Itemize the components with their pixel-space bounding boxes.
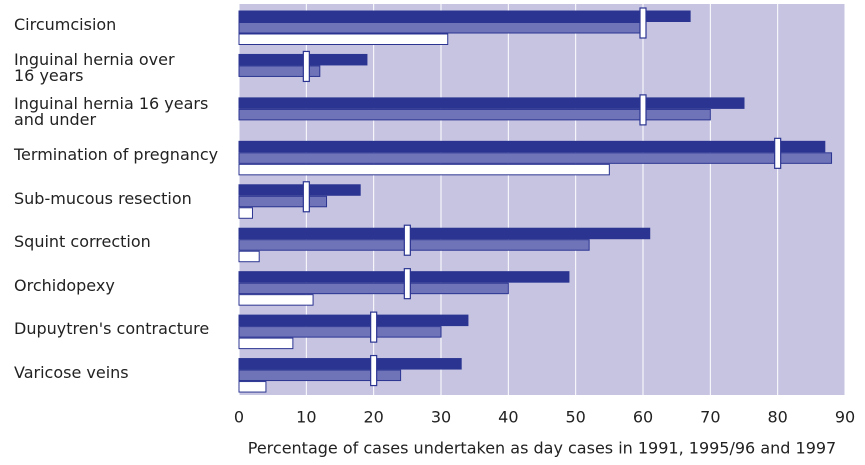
target-marker — [302, 50, 310, 83]
bar — [238, 294, 314, 306]
x-tick-label: 20 — [363, 408, 383, 427]
x-tick-label: 80 — [767, 408, 787, 427]
category-label: Circumcision — [14, 15, 117, 34]
bar — [238, 250, 260, 263]
x-tick-label: 60 — [633, 408, 653, 427]
bar — [238, 207, 253, 219]
bar — [238, 163, 610, 176]
bar — [238, 22, 644, 34]
x-tick-label: 30 — [431, 408, 451, 427]
target-marker — [774, 137, 782, 169]
target-marker — [639, 94, 647, 126]
bar — [238, 326, 442, 338]
bar — [238, 369, 402, 382]
x-tick-label: 90 — [835, 408, 855, 427]
bar — [238, 152, 833, 164]
x-axis-title: Percentage of cases undertaken as day ca… — [248, 439, 836, 458]
target-marker — [639, 7, 647, 39]
category-label: Orchidopexy — [14, 275, 115, 295]
target-marker — [302, 181, 310, 213]
x-tick-label: 50 — [565, 408, 585, 427]
target-marker — [403, 224, 411, 256]
category-label: Termination of pregnancy — [14, 145, 219, 165]
bar — [238, 314, 469, 327]
target-marker — [370, 354, 378, 387]
bar — [238, 337, 294, 350]
category-label: Inguinal hernia 16 years and under — [14, 93, 209, 129]
category-label: Squint correction — [14, 232, 151, 252]
bar — [238, 195, 328, 208]
category-label: Varicose veins — [14, 362, 129, 382]
bar — [238, 108, 711, 121]
bar — [238, 227, 651, 240]
bar — [238, 65, 321, 77]
x-tick-label: 40 — [498, 408, 518, 427]
bar — [238, 184, 361, 196]
x-tick-label: 70 — [700, 408, 720, 427]
category-label: Sub-mucous resection — [14, 188, 192, 208]
bar — [238, 239, 590, 251]
x-tick-label: 10 — [296, 408, 316, 427]
category-label: Inguinal hernia over 16 years — [14, 50, 175, 86]
bar — [238, 381, 267, 393]
bar — [238, 33, 449, 45]
category-label: Dupuytren's contracture — [14, 319, 210, 339]
bar — [238, 140, 826, 153]
x-tick-label: 0 — [234, 408, 244, 427]
bar — [238, 282, 509, 295]
target-marker — [403, 268, 411, 300]
bar — [238, 10, 691, 22]
bar — [238, 358, 462, 370]
target-marker — [370, 311, 378, 343]
bar — [238, 97, 745, 109]
